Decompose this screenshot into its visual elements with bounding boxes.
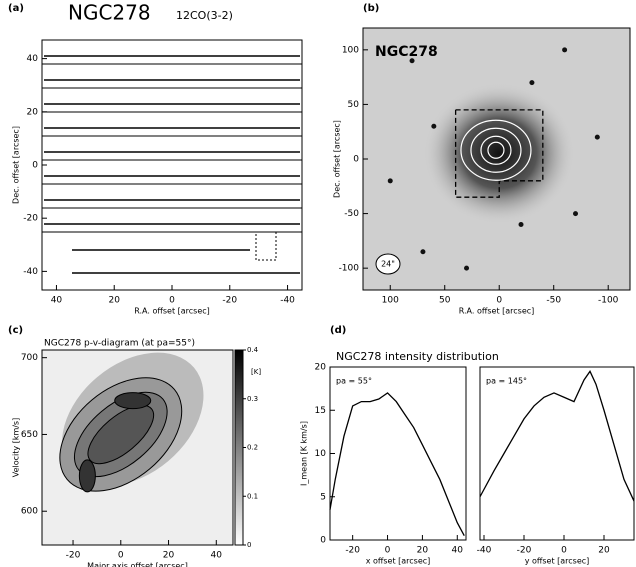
x-tick-label: -50 bbox=[546, 296, 561, 306]
x-axis-label: Major axis offset [arcsec] bbox=[87, 562, 188, 567]
y-tick-label: -40 bbox=[23, 267, 38, 277]
y-tick-label: 0 bbox=[320, 536, 326, 546]
x-tick-label: -40 bbox=[477, 546, 492, 556]
colorbar bbox=[234, 349, 244, 546]
x-tick-label: 0 bbox=[496, 296, 502, 306]
y-tick-label: 100 bbox=[342, 45, 359, 55]
y-axis-label: Velocity [km/s] bbox=[12, 418, 21, 477]
panel-subtitle: 12CO(3-2) bbox=[176, 9, 233, 22]
x-tick-label: 0 bbox=[169, 296, 175, 306]
star bbox=[420, 249, 426, 255]
frame bbox=[41, 39, 303, 291]
panel-label: (b) bbox=[363, 3, 379, 14]
frame bbox=[41, 349, 234, 546]
panel-title: NGC278 p-v-diagram (at pa=55°) bbox=[44, 339, 195, 349]
star bbox=[562, 47, 568, 53]
star bbox=[594, 134, 600, 140]
contour bbox=[480, 135, 512, 165]
x-tick-label: 50 bbox=[439, 296, 451, 306]
y-tick-label: 10 bbox=[315, 449, 327, 459]
x-tick-label: 20 bbox=[417, 546, 429, 556]
panel-title: NGC278 intensity distribution bbox=[336, 350, 499, 363]
x-tick-label: 20 bbox=[163, 551, 175, 561]
colorbar-tick-label: 0.4 bbox=[247, 346, 259, 354]
y-tick-label: 50 bbox=[348, 100, 360, 110]
galaxy bbox=[424, 83, 575, 224]
star bbox=[431, 123, 437, 129]
panel-label: (d) bbox=[330, 325, 346, 336]
contour bbox=[460, 119, 532, 181]
x-tick-label: 0 bbox=[118, 551, 124, 561]
x-tick-label: 40 bbox=[452, 546, 464, 556]
x-tick-label: 0 bbox=[385, 546, 391, 556]
y-tick-label: 650 bbox=[21, 430, 38, 440]
x-tick-label: -40 bbox=[280, 296, 295, 306]
intensity-line bbox=[329, 392, 465, 536]
intensity-line bbox=[479, 370, 635, 502]
panel-title: NGC278 bbox=[68, 1, 151, 25]
panel-label: (c) bbox=[8, 325, 23, 336]
x-tick-label: -20 bbox=[66, 551, 81, 561]
star bbox=[529, 80, 535, 86]
x-tick-label: 20 bbox=[108, 296, 120, 306]
frame bbox=[479, 366, 635, 541]
contour bbox=[487, 141, 505, 159]
pa-note: pa = 145° bbox=[486, 377, 527, 386]
y-tick-label: -100 bbox=[339, 264, 360, 274]
star bbox=[518, 222, 524, 227]
beam-label: 24" bbox=[381, 260, 395, 269]
x-tick-label: -20 bbox=[345, 546, 360, 556]
y-axis-label: I_mean [K km/s] bbox=[300, 421, 309, 486]
y-tick-label: 15 bbox=[315, 406, 326, 416]
x-tick-label: 20 bbox=[598, 546, 610, 556]
y-tick-label: 0 bbox=[32, 161, 38, 171]
y-tick-label: -20 bbox=[23, 214, 38, 224]
x-axis-label: R.A. offset [arcsec] bbox=[134, 307, 210, 316]
y-axis-label: Dec. offset [arcsec] bbox=[12, 126, 21, 204]
contour bbox=[470, 127, 522, 173]
x-tick-label: 0 bbox=[561, 546, 567, 556]
map-boundary bbox=[454, 109, 544, 198]
star bbox=[409, 58, 415, 64]
panel-title: NGC278 bbox=[375, 44, 438, 60]
x-tick-label: 100 bbox=[382, 296, 399, 306]
panel-label: (a) bbox=[8, 3, 24, 14]
star bbox=[464, 265, 470, 271]
y-tick-label: 20 bbox=[27, 107, 39, 117]
pa-note: pa = 55° bbox=[336, 377, 372, 386]
x-tick-label: 40 bbox=[51, 296, 63, 306]
frame bbox=[329, 366, 467, 541]
x-axis-label: R.A. offset [arcsec] bbox=[459, 307, 535, 316]
y-tick-label: 20 bbox=[315, 363, 327, 373]
contour bbox=[78, 459, 96, 493]
contour bbox=[87, 404, 155, 465]
colorbar-tick-label: 0.2 bbox=[247, 444, 258, 452]
colorbar-label: [K] bbox=[251, 368, 261, 376]
x-axis-label: x offset [arcsec] bbox=[366, 557, 431, 566]
star bbox=[387, 178, 393, 184]
x-tick-label: 40 bbox=[211, 551, 223, 561]
y-tick-label: 600 bbox=[21, 507, 38, 517]
y-tick-label: 0 bbox=[353, 155, 359, 165]
inset bbox=[255, 231, 277, 261]
y-axis-label: Dec. offset [arcsec] bbox=[333, 120, 342, 198]
colorbar-tick-label: 0 bbox=[247, 541, 251, 549]
contour bbox=[114, 392, 152, 410]
x-tick-label: -20 bbox=[517, 546, 532, 556]
y-tick-label: 5 bbox=[320, 492, 326, 502]
x-tick-label: -100 bbox=[598, 296, 619, 306]
beam bbox=[375, 253, 401, 275]
colorbar-tick-label: 0.1 bbox=[247, 492, 258, 500]
y-tick-label: 40 bbox=[27, 54, 39, 64]
y-tick-label: -50 bbox=[344, 209, 359, 219]
x-tick-label: -20 bbox=[222, 296, 237, 306]
x-axis-label: y offset [arcsec] bbox=[525, 557, 590, 566]
star bbox=[573, 211, 579, 217]
y-tick-label: 700 bbox=[21, 353, 38, 363]
colorbar-tick-label: 0.3 bbox=[247, 395, 258, 403]
